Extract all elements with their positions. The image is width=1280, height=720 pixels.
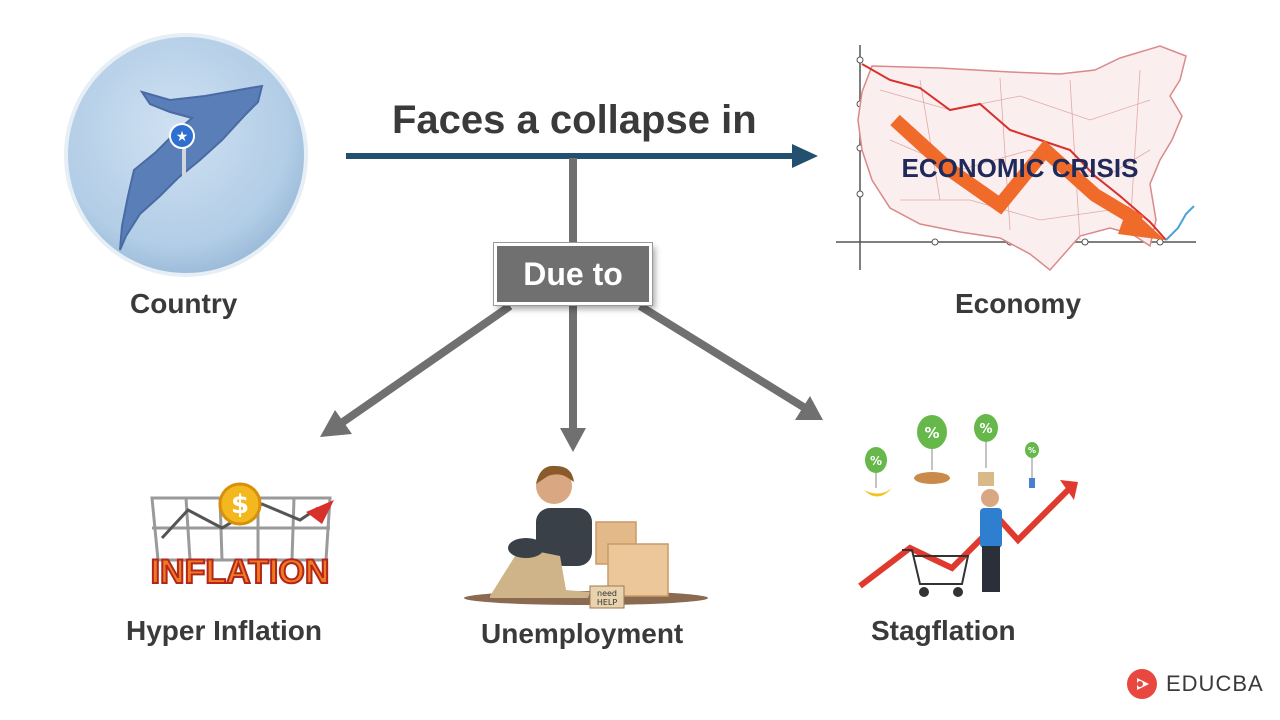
branch-arrow-left (337, 302, 513, 428)
due-to-label: Due to (523, 255, 623, 292)
need-help-sign (589, 585, 625, 609)
due-to-box: Due to (493, 242, 653, 306)
svg-text:%: % (924, 424, 939, 442)
crisis-arrow-head (1118, 206, 1165, 240)
sign-text-need: need (597, 589, 617, 598)
stagflation-person-torso (980, 508, 1002, 548)
economic-crisis-text: ECONOMIC CRISIS (902, 153, 1139, 183)
main-arrow-head (792, 144, 818, 168)
branch-arrow-right-head (795, 396, 823, 420)
svg-text:%: % (870, 454, 882, 468)
map-pin-star-icon: ★ (176, 129, 189, 145)
banana-icon (864, 488, 892, 497)
crisis-arrow (890, 114, 1144, 229)
person-torso (536, 508, 592, 566)
stagflation-person-legs (982, 546, 1000, 592)
country-label: Country (130, 288, 238, 319)
stagflation-label: Stagflation (871, 615, 1016, 646)
map-pin-icon (169, 123, 195, 149)
inflation-grid (150, 496, 332, 562)
map-network-lines (879, 69, 1151, 241)
sign-text-help: HELP (597, 598, 618, 607)
balloon-icon: % (865, 447, 887, 488)
inflation-word: INFLATION (151, 553, 330, 591)
decline-line (861, 63, 1167, 241)
branch-arrow-left-head (320, 410, 352, 437)
recovery-line (1165, 205, 1195, 241)
person-arm (508, 538, 544, 558)
branch-arrow-center-head (560, 428, 586, 452)
educba-brand-name: EDUCBA (1166, 671, 1264, 696)
svg-text:%: % (979, 422, 992, 437)
shopping-cart-icon (902, 549, 970, 597)
branch-arrow-right (637, 302, 808, 412)
rising-trend-arrow-head (1060, 480, 1078, 500)
unemployment-label: Unemployment (481, 618, 684, 649)
educba-brand[interactable]: EDUCBA (1126, 668, 1264, 700)
headline-text: Faces a collapse in (392, 98, 757, 142)
balloon-icon: % (1025, 442, 1039, 478)
person-hair (536, 465, 574, 484)
stagflation-person-head (981, 489, 999, 507)
educba-logo-icon (1127, 669, 1157, 699)
dollar-sign-icon: $ (231, 490, 249, 520)
dollar-coin-icon (218, 482, 262, 526)
person-legs (490, 548, 590, 598)
balloon-icon: % (917, 415, 947, 470)
package-icon (978, 472, 994, 486)
bottle-icon (1029, 478, 1035, 488)
rising-trend-arrow (858, 487, 1071, 589)
hyper-inflation-label: Hyper Inflation (126, 615, 323, 646)
bread-icon (914, 472, 950, 484)
svg-text:%: % (1028, 446, 1036, 455)
inflation-arrow-head (306, 500, 334, 524)
balloon-icon: % (974, 414, 998, 468)
economy-label: Economy (955, 288, 1082, 319)
